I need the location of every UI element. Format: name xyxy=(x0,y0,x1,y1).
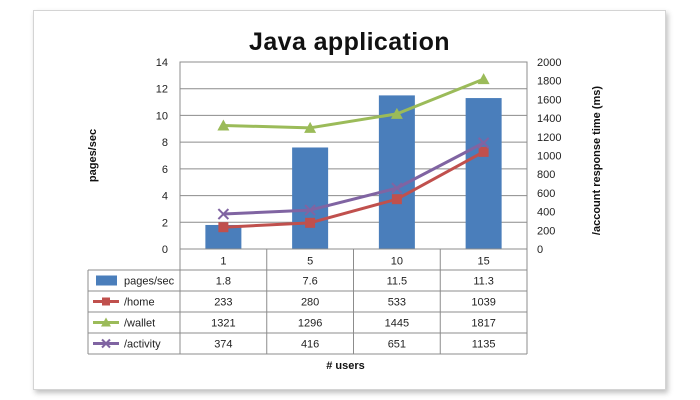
y-tick-label: 10 xyxy=(156,110,168,122)
series-line xyxy=(223,141,485,216)
table-cell: 416 xyxy=(301,339,319,351)
point-marker xyxy=(304,121,317,133)
y2-tick-label: 800 xyxy=(537,169,555,181)
x-tick-label: 5 xyxy=(307,256,313,268)
point-marker xyxy=(218,222,229,233)
bar-series xyxy=(205,95,502,250)
table-cell: 280 xyxy=(301,297,319,309)
series-line xyxy=(223,150,485,229)
table-cell: 1039 xyxy=(471,297,495,309)
table-cell: 1445 xyxy=(385,318,409,330)
bar xyxy=(465,98,502,249)
bar xyxy=(378,95,415,250)
y2-tick-label: 1200 xyxy=(537,132,561,144)
y-tick-label: 4 xyxy=(162,191,168,203)
y2-tick-label: 1800 xyxy=(537,76,561,88)
x-tick-label: 1 xyxy=(220,256,226,268)
line-series xyxy=(217,73,490,233)
legend-label: pages/sec xyxy=(124,276,175,288)
y2-axis-label: /account response time (ms) xyxy=(591,86,603,235)
legend-label: /wallet xyxy=(124,318,155,330)
point-marker-stroke xyxy=(304,204,316,216)
table-cell: 11.5 xyxy=(387,276,408,288)
y2-tick-label: 600 xyxy=(537,188,555,200)
legend-label: /activity xyxy=(124,339,161,351)
legend-key xyxy=(96,275,117,286)
y-tick-label: 14 xyxy=(156,57,168,69)
y2-tick-label: 1000 xyxy=(537,151,561,163)
point-marker xyxy=(101,317,111,327)
point-marker xyxy=(478,146,489,157)
y-tick-label: 12 xyxy=(156,84,168,96)
point-marker xyxy=(305,217,316,228)
point-marker xyxy=(477,137,490,149)
point-marker xyxy=(217,119,230,131)
chart-title: Java application xyxy=(249,28,450,56)
y2-tick-label: 1600 xyxy=(537,94,561,106)
point-marker xyxy=(102,297,110,306)
left-axis-ticks: 0 2 4 6 8 10 12 14 xyxy=(156,57,168,256)
table-cell: 1817 xyxy=(471,318,495,330)
table-cell: 1135 xyxy=(472,339,496,351)
point-marker-stroke xyxy=(217,208,230,220)
table-cell: 1296 xyxy=(298,318,322,330)
series-line xyxy=(223,77,485,130)
legend-label: /home xyxy=(124,297,155,309)
x-axis-label: # users xyxy=(326,360,365,372)
y-tick-label: 6 xyxy=(162,164,168,176)
y2-tick-label: 200 xyxy=(537,225,555,237)
y2-tick-label: 1400 xyxy=(537,113,561,125)
point-marker xyxy=(101,338,111,349)
point-marker-stroke xyxy=(477,137,490,149)
point-marker xyxy=(391,182,403,194)
point-marker-stroke xyxy=(101,338,111,349)
y-axis-label: pages/sec xyxy=(87,129,99,182)
point-marker-stroke xyxy=(391,182,403,194)
y2-tick-label: 400 xyxy=(537,207,555,219)
y2-tick-label: 2000 xyxy=(537,57,561,69)
x-tick-label: 15 xyxy=(478,256,490,268)
table-cell: 374 xyxy=(214,339,232,351)
point-marker xyxy=(391,194,402,205)
table-cell: 7.6 xyxy=(302,276,317,288)
y-tick-label: 0 xyxy=(162,244,168,256)
table-cell: 233 xyxy=(214,297,232,309)
point-marker xyxy=(304,204,316,216)
right-axis-ticks: 0 200 400 600 800 1000 1200 1400 1600 1800 2000 xyxy=(537,57,561,256)
table-cell: 1.8 xyxy=(216,276,231,288)
point-marker xyxy=(390,107,403,119)
y-tick-label: 8 xyxy=(162,137,168,149)
y-tick-label: 2 xyxy=(162,217,168,229)
point-marker xyxy=(217,208,230,220)
point-marker xyxy=(477,73,490,85)
x-tick-label: 10 xyxy=(391,256,403,268)
table-cell: 11.3 xyxy=(473,276,494,288)
table-cell: 651 xyxy=(388,339,406,351)
y2-tick-label: 0 xyxy=(537,244,543,256)
table-cell: 1321 xyxy=(211,318,235,330)
bar xyxy=(292,147,329,249)
table-cell: 533 xyxy=(388,297,406,309)
